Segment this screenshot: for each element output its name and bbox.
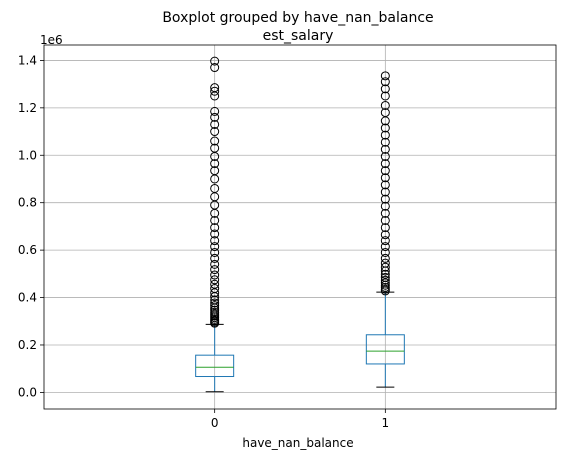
outlier-point bbox=[380, 123, 390, 133]
outlier-point bbox=[380, 144, 390, 154]
outlier-point bbox=[380, 173, 390, 183]
y-tick-label: 1.4 bbox=[18, 53, 37, 67]
outlier-point bbox=[380, 159, 390, 169]
outlier-point bbox=[380, 272, 390, 282]
outlier-point bbox=[210, 265, 220, 275]
outlier-point bbox=[210, 215, 220, 225]
outlier-point bbox=[380, 215, 390, 225]
outlier-point bbox=[210, 305, 220, 315]
outlier-point bbox=[380, 223, 390, 233]
outlier-point bbox=[380, 208, 390, 218]
outlier-point bbox=[210, 229, 220, 239]
outlier-point bbox=[210, 106, 220, 116]
outlier-point bbox=[210, 298, 220, 308]
outlier-point bbox=[210, 247, 220, 257]
box-group-1 bbox=[365, 71, 405, 388]
outlier-point bbox=[380, 91, 390, 101]
outlier-point bbox=[210, 284, 220, 294]
outlier-point bbox=[380, 187, 390, 197]
outlier-point bbox=[210, 223, 220, 233]
outlier-point bbox=[210, 83, 220, 93]
outlier-point bbox=[210, 307, 220, 317]
outlier-point bbox=[380, 282, 390, 292]
outlier-point bbox=[380, 201, 390, 211]
outlier-point bbox=[210, 236, 220, 246]
grid-lines bbox=[44, 45, 556, 409]
outlier-point bbox=[380, 84, 390, 94]
y-tick-label: 0.4 bbox=[18, 291, 37, 305]
x-axis-label: have_nan_balance bbox=[242, 436, 353, 450]
outlier-point bbox=[210, 63, 220, 73]
outlier-point bbox=[380, 275, 390, 285]
y-offset-label: 1e6 bbox=[40, 33, 63, 47]
outlier-point bbox=[380, 71, 390, 81]
outlier-point bbox=[380, 151, 390, 161]
outlier-point bbox=[210, 112, 220, 122]
outlier-point bbox=[380, 194, 390, 204]
outlier-point bbox=[210, 253, 220, 263]
plot-frame bbox=[43, 44, 557, 410]
outlier-point bbox=[210, 159, 220, 169]
outlier-point bbox=[380, 77, 390, 87]
outlier-point bbox=[380, 253, 390, 263]
outlier-point bbox=[380, 230, 390, 240]
chart-subtitle: est_salary bbox=[263, 28, 334, 44]
y-tick-label: 0.2 bbox=[18, 338, 37, 352]
iqr-box bbox=[365, 334, 405, 365]
outlier-point bbox=[380, 130, 390, 140]
outlier-point bbox=[210, 275, 220, 285]
outlier-point bbox=[380, 137, 390, 147]
chart-title: Boxplot grouped by have_nan_balance bbox=[162, 10, 433, 26]
outlier-point bbox=[380, 236, 390, 246]
outlier-point bbox=[380, 278, 390, 288]
outlier-point bbox=[210, 270, 220, 280]
outlier-point bbox=[380, 242, 390, 252]
x-tick-label: 1 bbox=[382, 416, 390, 430]
outlier-point bbox=[210, 119, 220, 129]
outlier-point bbox=[380, 180, 390, 190]
outlier-point bbox=[210, 166, 220, 176]
outlier-point bbox=[210, 295, 220, 305]
outlier-point bbox=[210, 259, 220, 269]
y-tick-label: 0.8 bbox=[18, 196, 37, 210]
outlier-point bbox=[210, 279, 220, 289]
box-group-0 bbox=[195, 56, 235, 393]
outlier-point bbox=[210, 242, 220, 252]
outlier-point bbox=[210, 143, 220, 153]
outlier-point bbox=[380, 269, 390, 279]
boxes-group bbox=[195, 56, 405, 393]
iqr-box bbox=[195, 354, 235, 378]
outlier-point bbox=[210, 288, 220, 298]
outlier-point bbox=[210, 127, 220, 137]
outlier-point bbox=[210, 56, 220, 66]
outlier-point bbox=[210, 183, 220, 193]
y-tick-label: 1.0 bbox=[18, 148, 37, 162]
y-tick-label: 1.2 bbox=[18, 101, 37, 115]
outlier-point bbox=[380, 247, 390, 257]
outlier-point bbox=[380, 166, 390, 176]
x-tick-label: 0 bbox=[211, 416, 219, 430]
ticks-group: 0.0 0.2 0.4 0.6 0.8 1.0 1.2 1.4 0 1 bbox=[18, 53, 389, 430]
outlier-point bbox=[210, 136, 220, 146]
outlier-point bbox=[380, 258, 390, 268]
outlier-point bbox=[380, 262, 390, 272]
outlier-point bbox=[210, 86, 220, 96]
y-tick-label: 0.6 bbox=[18, 243, 37, 257]
outlier-point bbox=[210, 301, 220, 311]
y-tick-label: 0.0 bbox=[18, 385, 37, 399]
outlier-point bbox=[380, 108, 390, 118]
outlier-point bbox=[380, 100, 390, 110]
